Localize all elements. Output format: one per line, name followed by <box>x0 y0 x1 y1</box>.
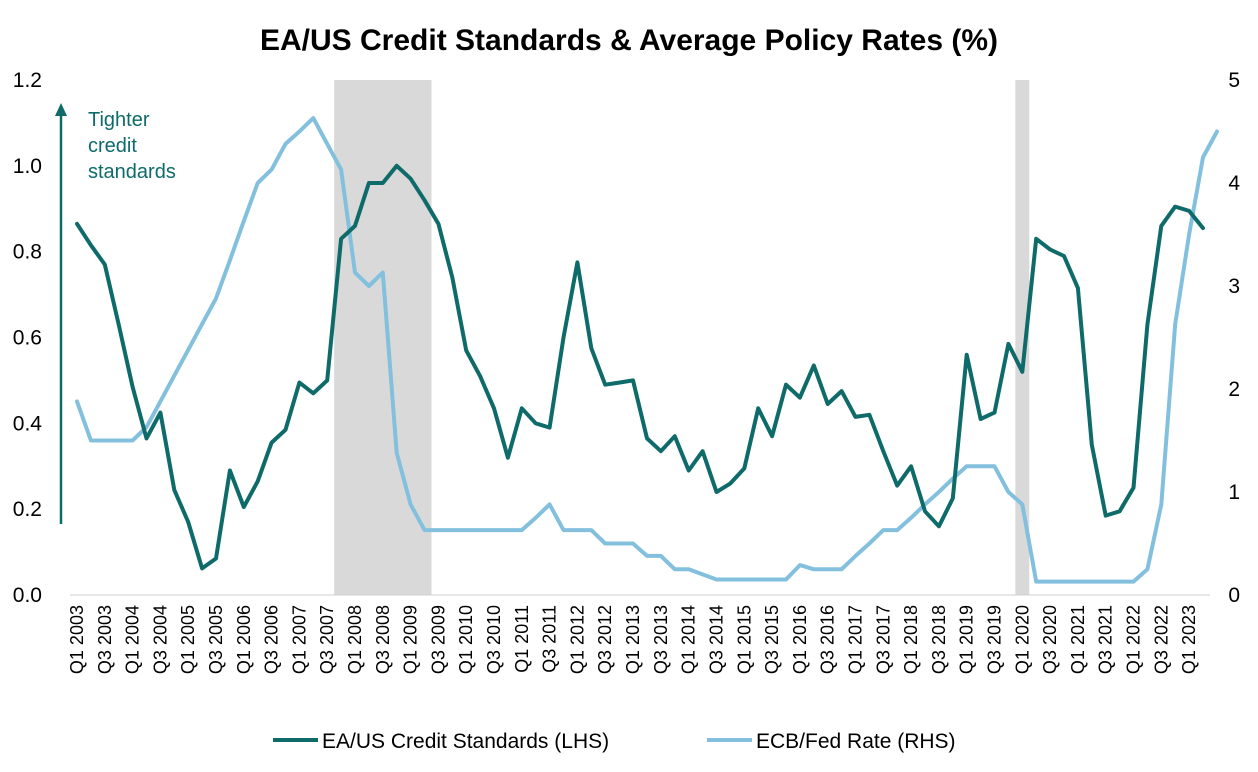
x-tick-label: Q1 2012 <box>567 605 587 674</box>
x-tick-label: Q3 2010 <box>484 605 504 674</box>
y-right-tick-label: 2 <box>1228 378 1240 401</box>
x-tick-label: Q3 2012 <box>595 605 615 674</box>
x-tick-label: Q3 2013 <box>651 605 671 674</box>
x-tick-label: Q1 2013 <box>623 605 643 674</box>
y-axis-left: 0.0 0.2 0.4 0.6 0.8 1.0 1.2 <box>13 69 43 607</box>
x-tick-label: Q3 2022 <box>1151 605 1171 674</box>
x-tick-label: Q1 2015 <box>734 605 754 674</box>
x-tick-label: Q3 2020 <box>1040 605 1060 674</box>
x-tick-label: Q1 2018 <box>901 605 921 674</box>
x-tick-label: Q1 2014 <box>679 605 699 674</box>
x-tick-label: Q1 2009 <box>401 605 421 674</box>
x-tick-label: Q3 2016 <box>818 605 838 674</box>
x-axis: Q1 2003 Q3 2003 Q1 2004 Q3 2004 Q1 2005 Q3 20… <box>67 594 1210 674</box>
recession-shading <box>334 80 1030 595</box>
chart-title: EA/US Credit Standards & Average Policy … <box>260 24 998 57</box>
y-left-tick-label: 0.4 <box>13 412 43 435</box>
series-line-policy-rate <box>75 116 1219 584</box>
y-right-tick-label: 1 <box>1228 481 1240 504</box>
x-tick-label: Q1 2019 <box>957 605 977 674</box>
y-right-tick-label: 5 <box>1228 69 1240 92</box>
y-axis-right: 0 1 2 3 4 5 <box>1228 69 1240 607</box>
x-tick-label: Q3 2009 <box>428 605 448 674</box>
annotation-line-1: Tighter <box>88 109 150 131</box>
x-tick-label: Q1 2007 <box>289 605 309 674</box>
x-tick-label: Q1 2005 <box>178 605 198 674</box>
x-tick-label: Q1 2021 <box>1068 605 1088 674</box>
legend-label-credit-standards: EA/US Credit Standards (LHS) <box>322 730 609 753</box>
x-tick-label: Q3 2007 <box>317 605 337 674</box>
y-right-tick-label: 3 <box>1228 275 1240 298</box>
series-line-credit-standards <box>75 163 1205 571</box>
y-left-tick-label: 0.8 <box>13 241 42 264</box>
x-tick-label: Q1 2006 <box>234 605 254 674</box>
y-left-tick-label: 1.2 <box>13 69 42 92</box>
annotation-line-2: credit <box>88 135 137 157</box>
x-tick-label: Q1 2011 <box>512 605 532 673</box>
x-tick-label: Q3 2015 <box>762 605 782 674</box>
x-tick-label: Q3 2014 <box>706 605 726 674</box>
y-left-tick-label: 0.6 <box>13 327 42 350</box>
x-tick-label: Q3 2003 <box>95 605 115 674</box>
y-right-tick-label: 4 <box>1228 172 1240 195</box>
tighter-credit-annotation: Tighter credit standards <box>55 103 176 524</box>
y-left-tick-label: 0.2 <box>13 498 42 521</box>
x-tick-label: Q3 2008 <box>373 605 393 674</box>
legend-label-policy-rate: ECB/Fed Rate (RHS) <box>756 730 956 753</box>
y-left-tick-label: 1.0 <box>13 155 42 178</box>
y-right-tick-label: 0 <box>1228 584 1240 607</box>
x-tick-label: Q1 2022 <box>1124 605 1144 674</box>
x-tick-label: Q3 2019 <box>985 605 1005 674</box>
x-tick-label: Q3 2005 <box>206 605 226 674</box>
x-tick-label: Q3 2018 <box>929 605 949 674</box>
x-tick-label: Q3 2006 <box>262 605 282 674</box>
x-tick-label: Q1 2016 <box>790 605 810 674</box>
x-tick-label: Q1 2008 <box>345 605 365 674</box>
x-tick-label: Q3 2021 <box>1096 605 1116 674</box>
x-tick-label: Q3 2011 <box>540 605 560 673</box>
x-tick-label: Q1 2023 <box>1179 605 1199 674</box>
annotation-line-3: standards <box>88 161 176 183</box>
x-tick-label: Q1 2020 <box>1012 605 1032 674</box>
y-left-tick-label: 0.0 <box>13 584 42 607</box>
x-tick-label: Q3 2004 <box>150 605 170 674</box>
recession-band-2 <box>1015 80 1030 595</box>
x-tick-label: Q1 2003 <box>67 605 87 674</box>
x-tick-label: Q3 2017 <box>873 605 893 674</box>
series-lines <box>75 116 1219 584</box>
x-tick-label: Q1 2004 <box>123 605 143 674</box>
x-tick-label: Q1 2010 <box>456 605 476 674</box>
legend: EA/US Credit Standards (LHS) ECB/Fed Rat… <box>273 730 956 753</box>
x-tick-label: Q1 2017 <box>845 605 865 674</box>
arrow-up-icon <box>55 103 67 116</box>
